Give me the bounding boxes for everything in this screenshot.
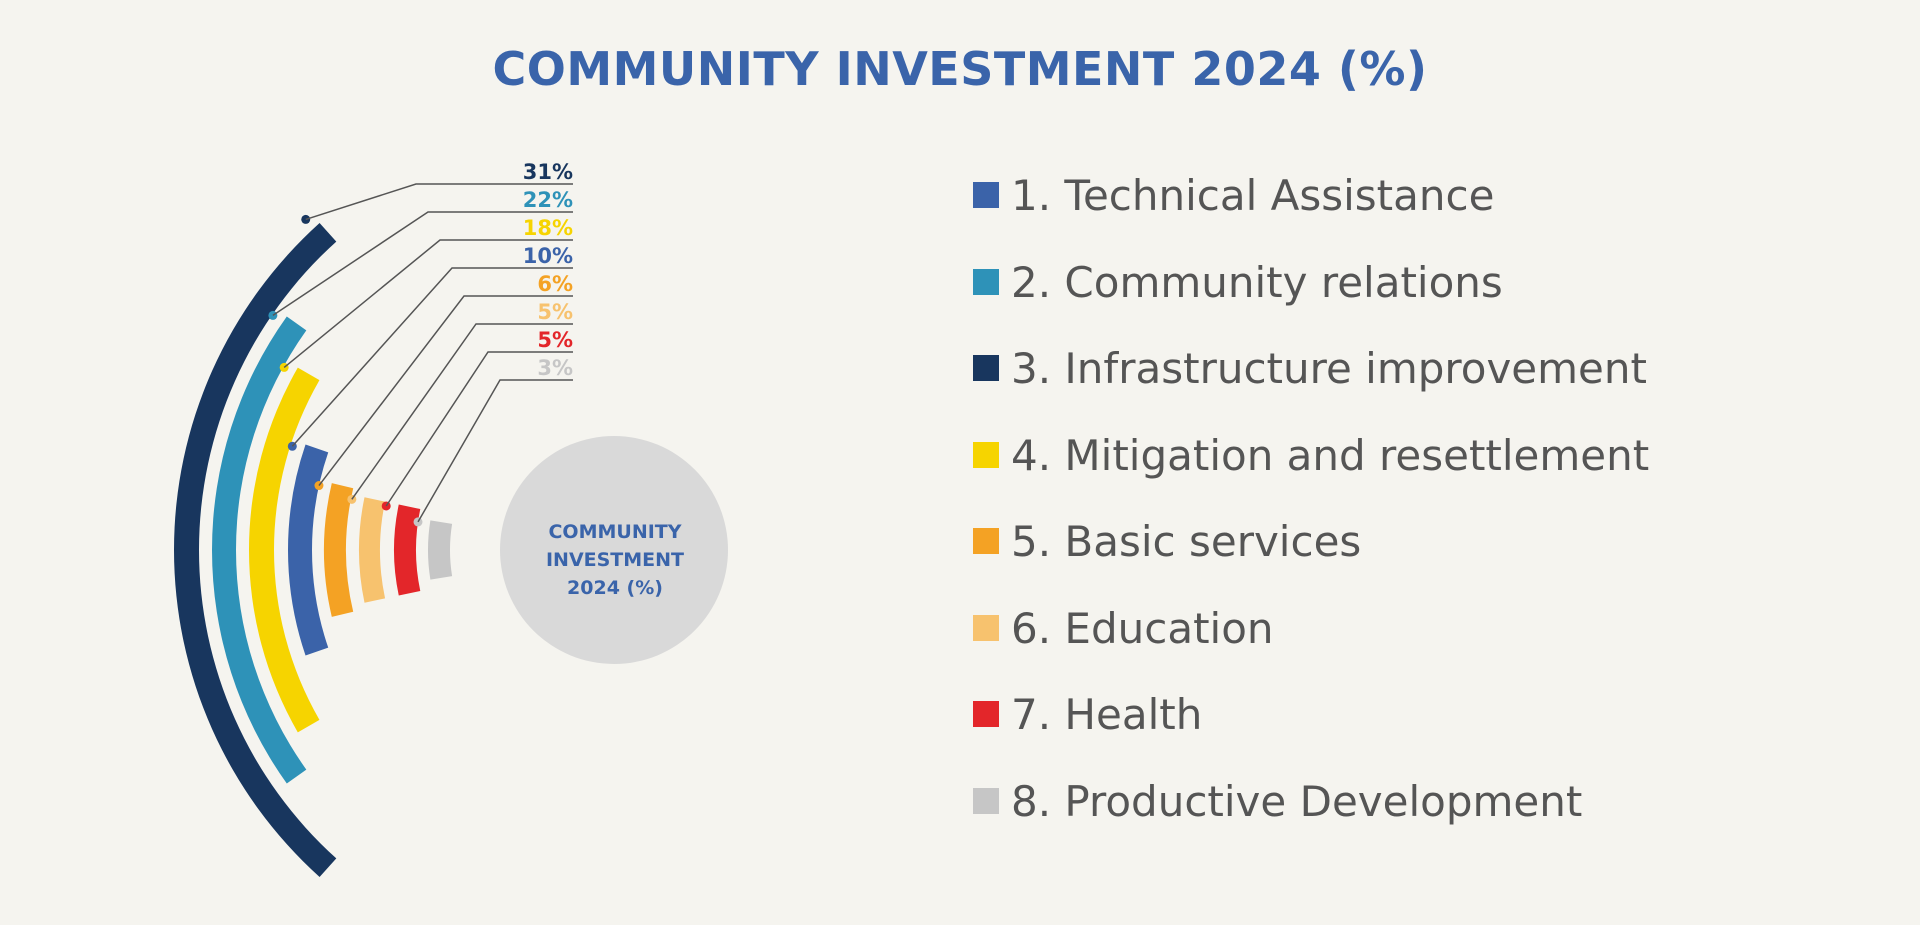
radial-bar: [394, 504, 421, 596]
center-label-line-2: INVESTMENT: [545, 549, 685, 571]
legend-label: 8. Productive Development: [1011, 776, 1583, 826]
radial-bar: [428, 520, 453, 580]
leader-line: [417, 379, 573, 523]
data-label: 10%: [523, 244, 573, 268]
legend-item: 3. Infrastructure improvement: [973, 341, 1649, 428]
center-label-line-1: COMMUNITY: [548, 521, 682, 543]
radial-bar: [174, 223, 337, 877]
data-label: 5%: [537, 328, 573, 352]
radial-bar: [359, 497, 386, 603]
legend-swatch: [973, 441, 999, 468]
legend-item: 2. Community relations: [973, 255, 1649, 342]
legend: 1. Technical Assistance 2. Community rel…: [973, 168, 1649, 860]
legend-label: 1. Technical Assistance: [1011, 171, 1495, 220]
leader-line: [272, 211, 573, 317]
legend-label: 3. Infrastructure improvement: [1011, 344, 1647, 393]
legend-label: 2. Community relations: [1011, 257, 1503, 307]
center-label-line-3: 2024 (%): [567, 577, 663, 599]
legend-swatch: [973, 355, 999, 381]
legend-swatch: [973, 787, 999, 814]
leader-line: [385, 351, 573, 507]
chart-title: COMMUNITY INVESTMENT 2024 (%): [492, 42, 1428, 96]
legend-item: 5. Basic services: [973, 514, 1649, 601]
legend-swatch: [973, 528, 999, 554]
data-label: 6%: [537, 272, 573, 296]
leader-line: [283, 239, 573, 368]
center-label: COMMUNITY INVESTMENT 2024 (%): [505, 518, 725, 602]
legend-swatch: [973, 182, 999, 208]
legend-item: 4. Mitigation and resettlement: [973, 428, 1649, 515]
data-label: 18%: [523, 216, 573, 240]
center-circle: [500, 436, 728, 664]
radial-bar: [212, 316, 307, 784]
leader-line: [318, 295, 573, 487]
data-label: 31%: [523, 160, 573, 184]
leader-line: [351, 323, 573, 500]
legend-swatch: [973, 268, 999, 295]
legend-label: 4. Mitigation and resettlement: [1011, 430, 1650, 480]
data-label: 3%: [537, 356, 573, 380]
radial-bar: [249, 367, 320, 733]
leader-line: [291, 267, 573, 447]
legend-item: 6. Education: [973, 601, 1649, 688]
legend-label: 6. Education: [1011, 603, 1274, 653]
radial-bar: [288, 444, 329, 656]
legend-label: 5. Basic services: [1011, 517, 1362, 566]
leader-line: [305, 183, 573, 221]
data-label: 22%: [523, 188, 573, 212]
legend-item: 1. Technical Assistance: [973, 168, 1649, 255]
legend-swatch: [973, 701, 999, 727]
data-label: 5%: [537, 300, 573, 324]
legend-label: 7. Health: [1011, 690, 1203, 739]
legend-item: 7. Health: [973, 687, 1649, 774]
legend-item: 8. Productive Development: [973, 774, 1649, 861]
legend-swatch: [973, 614, 999, 641]
radial-bar: [324, 483, 354, 617]
